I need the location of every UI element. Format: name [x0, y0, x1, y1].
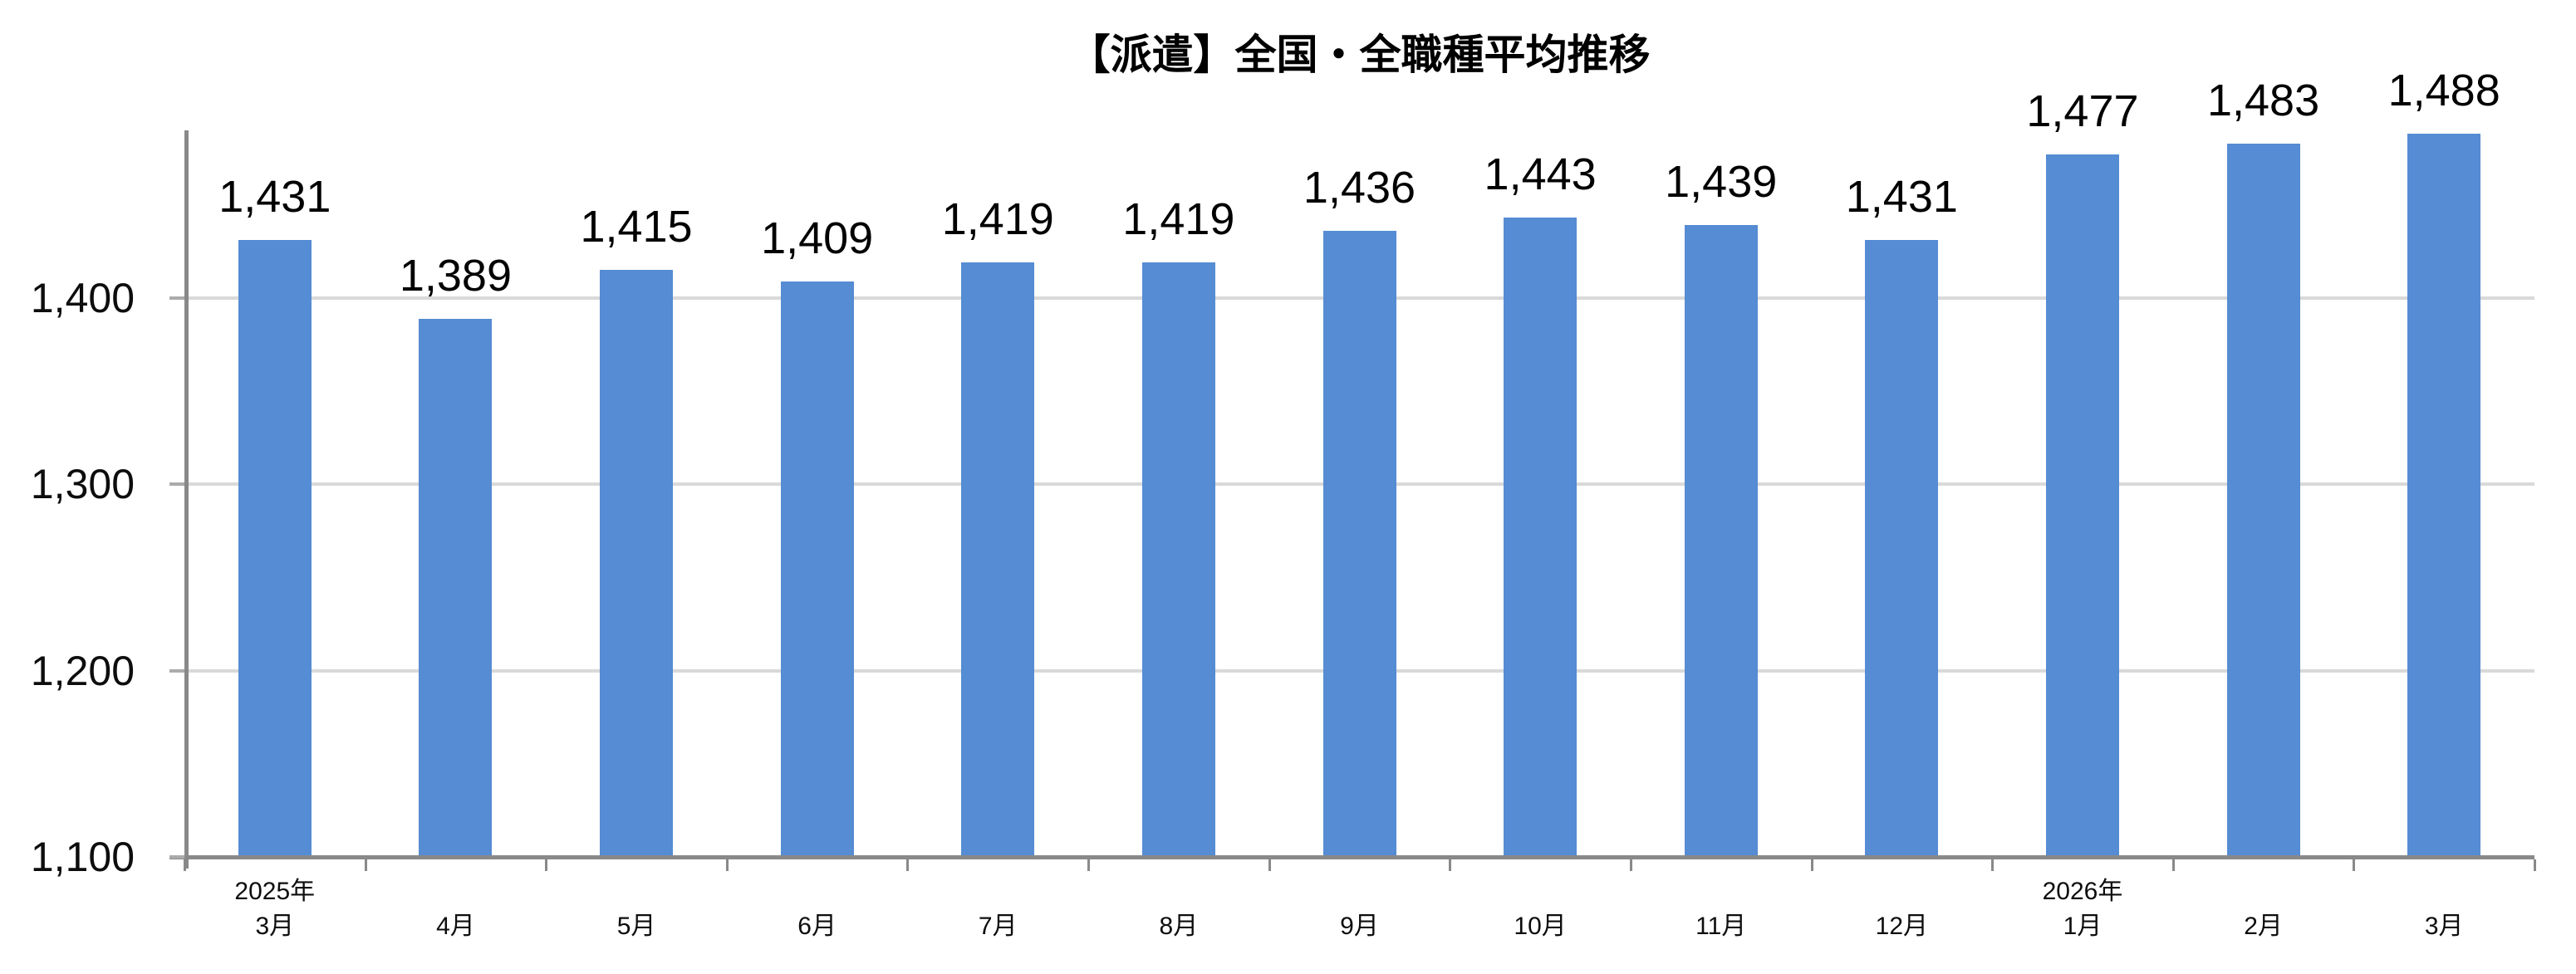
bar	[961, 262, 1035, 857]
bar	[1684, 225, 1758, 857]
x-tick-mark	[364, 859, 367, 871]
x-axis-category-label: 2月	[2244, 913, 2283, 940]
y-axis-tick-label: 1,400	[30, 274, 135, 321]
x-tick-mark	[1268, 859, 1271, 871]
y-tick-mark	[169, 668, 184, 673]
x-tick-mark	[725, 859, 729, 871]
bar	[2226, 143, 2300, 857]
bar-value-label: 1,488	[2387, 66, 2500, 116]
x-tick-mark	[545, 859, 548, 871]
bar-value-label: 1,419	[941, 194, 1054, 245]
bar	[600, 270, 674, 857]
bar-value-label: 1,419	[1122, 194, 1235, 245]
x-axis-category-label: 9月	[1340, 913, 1379, 940]
bar	[1865, 240, 1939, 857]
y-axis-tick-label: 1,200	[30, 647, 135, 694]
x-axis-year-label: 2025年	[234, 878, 316, 905]
x-tick-mark	[2534, 859, 2536, 871]
bar	[2407, 134, 2481, 857]
bar-value-label: 1,443	[1484, 149, 1597, 200]
chart-title: 【派遣】全国・全職種平均推移	[1068, 32, 1651, 78]
x-axis-category-label: 6月	[797, 913, 837, 940]
bar-value-label: 1,409	[761, 213, 874, 263]
x-tick-mark	[2353, 859, 2356, 871]
x-axis-category-label: 11月	[1695, 913, 1747, 940]
x-axis-category-label: 10月	[1514, 913, 1567, 940]
x-tick-mark	[906, 859, 910, 871]
bar-value-label: 1,415	[580, 202, 693, 252]
x-axis-category-label: 8月	[1159, 913, 1199, 940]
bar-value-label: 1,436	[1303, 163, 1416, 213]
x-tick-mark	[184, 859, 186, 871]
bar	[2045, 154, 2119, 857]
bar-value-label: 1,439	[1665, 157, 1778, 208]
y-axis-tick-label: 1,100	[30, 834, 135, 880]
x-tick-mark	[1449, 859, 1452, 871]
x-axis-category-label: 12月	[1875, 913, 1929, 940]
bar-value-label: 1,389	[399, 250, 512, 301]
x-tick-mark	[1991, 859, 1995, 871]
x-axis-line	[169, 855, 2534, 859]
x-axis-category-label: 3月	[2424, 913, 2464, 940]
bar	[1504, 218, 1577, 857]
y-tick-mark	[169, 296, 184, 300]
bar	[1322, 231, 1396, 857]
x-axis-category-label: 3月	[255, 913, 295, 940]
x-axis-category-label: 5月	[616, 913, 656, 940]
bar	[1141, 262, 1215, 857]
bar	[238, 240, 312, 857]
x-axis-category-label: 4月	[436, 913, 475, 940]
x-axis-category-label: 1月	[2063, 913, 2103, 940]
bar-value-label: 1,477	[2026, 86, 2139, 137]
x-tick-mark	[1629, 859, 1632, 871]
x-tick-mark	[1810, 859, 1813, 871]
bar	[419, 318, 493, 857]
bar	[780, 281, 854, 857]
y-axis-line	[184, 130, 189, 869]
x-axis-year-label: 2026年	[2042, 878, 2123, 905]
bar-value-label: 1,431	[218, 172, 331, 223]
y-axis-tick-label: 1,300	[30, 461, 135, 508]
bar-value-label: 1,431	[1845, 172, 1958, 223]
x-axis-category-label: 7月	[978, 913, 1018, 940]
x-tick-mark	[2171, 859, 2175, 871]
y-tick-mark	[169, 482, 184, 487]
y-tick-mark	[169, 855, 184, 859]
bar-value-label: 1,483	[2206, 75, 2320, 125]
x-tick-mark	[1087, 859, 1091, 871]
